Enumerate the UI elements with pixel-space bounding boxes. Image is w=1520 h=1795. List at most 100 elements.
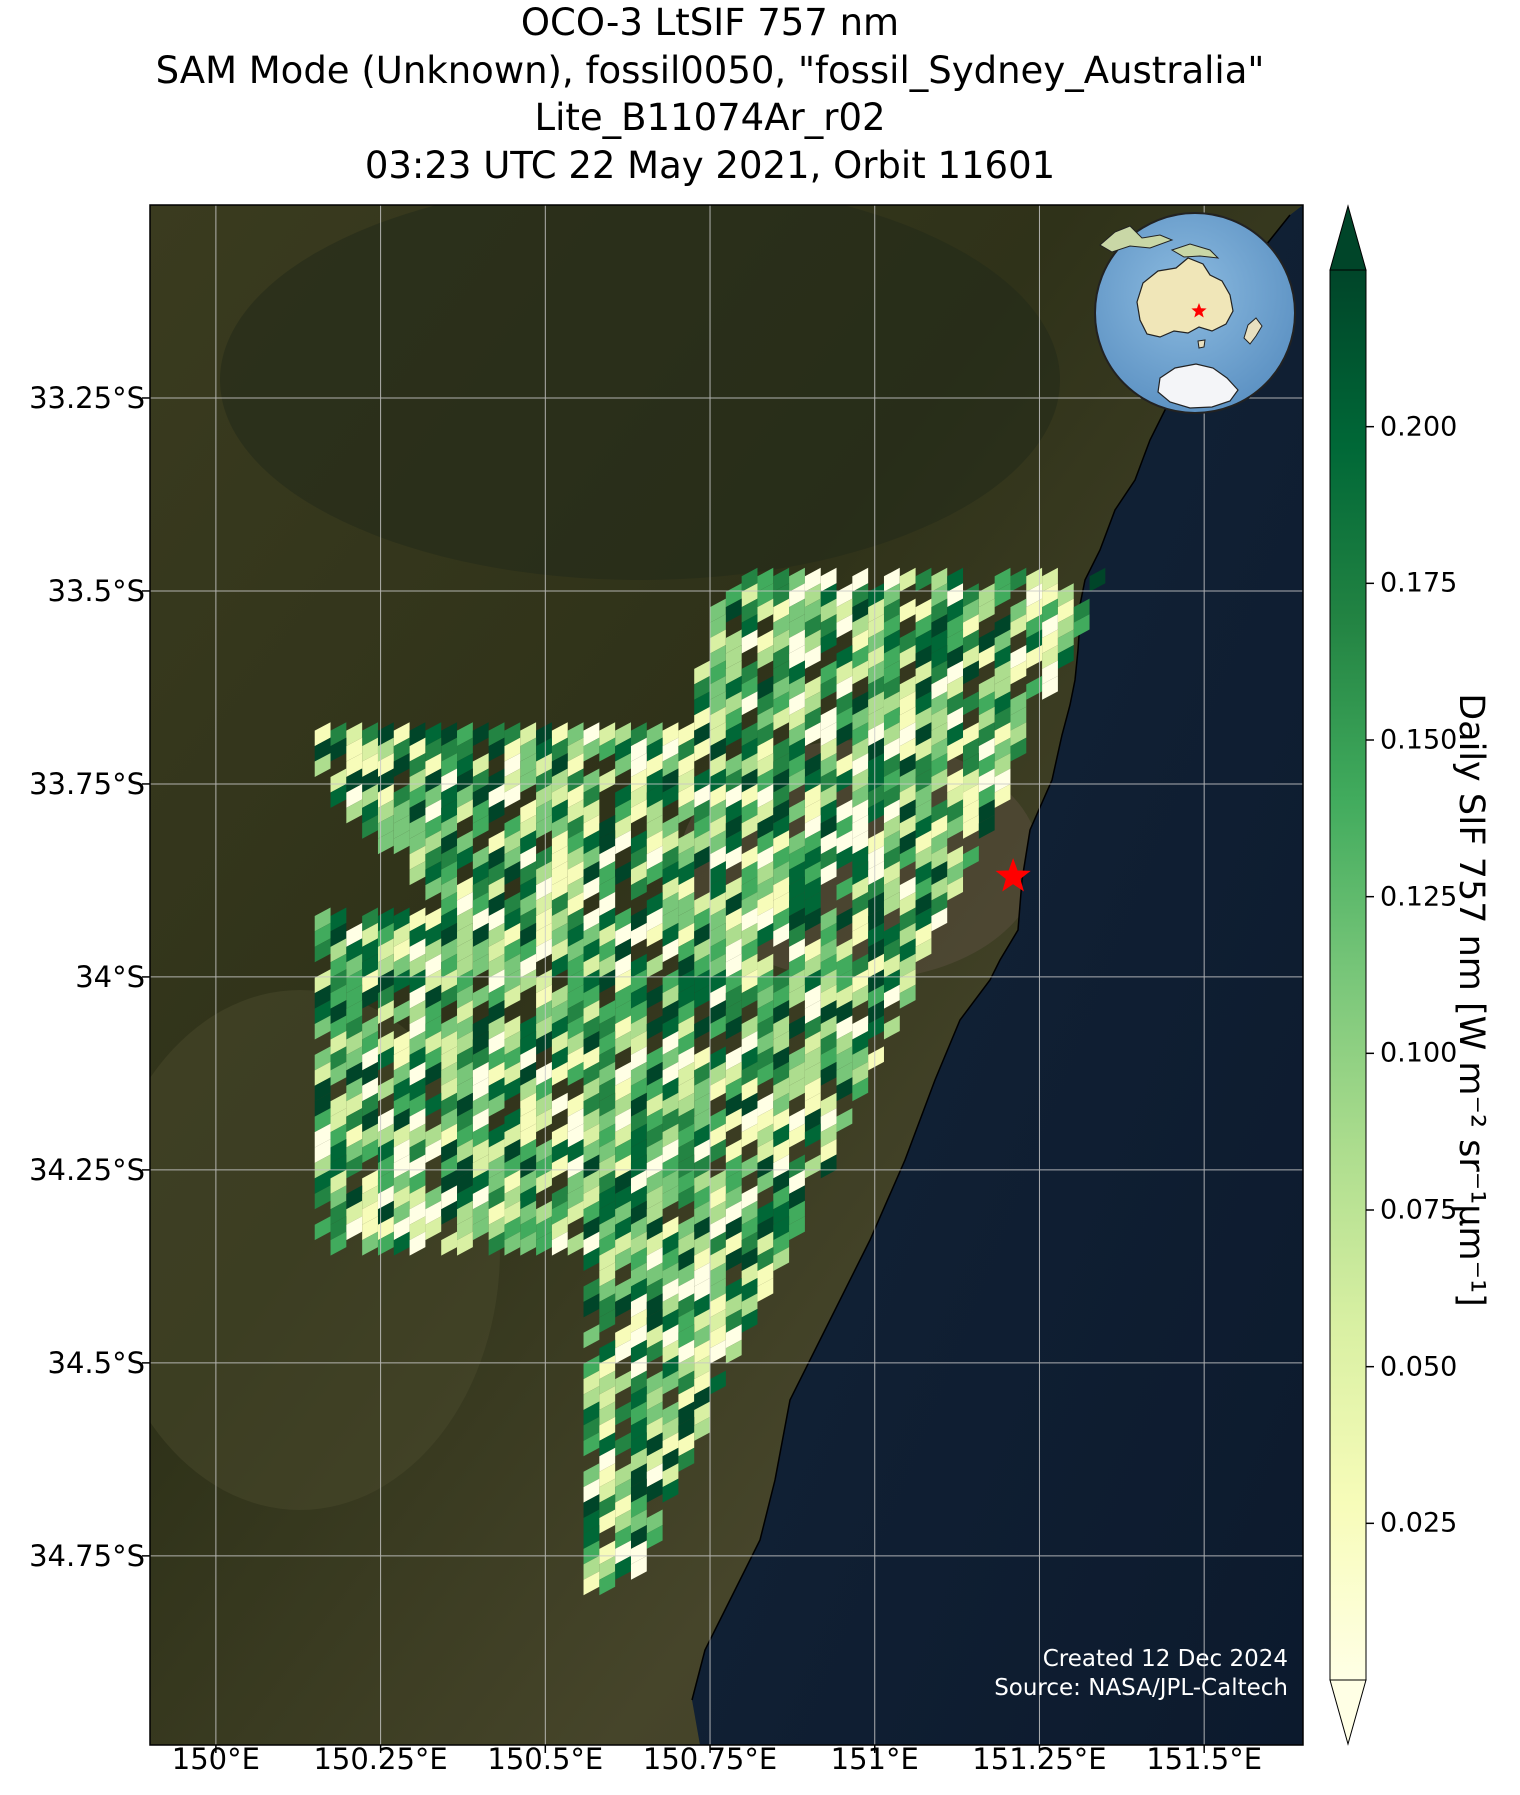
sif-sounding [710,1015,726,1040]
sif-sounding [630,861,647,886]
sif-sounding [504,1061,521,1086]
sif-sounding [947,706,964,731]
globe-new-guinea [1170,243,1220,259]
sif-sounding [852,1015,869,1040]
sif-sounding [615,1092,631,1117]
sif-sounding [362,1030,378,1055]
sif-sounding [504,1108,521,1133]
sif-sounding [425,984,442,1009]
sif-sounding [520,1108,537,1133]
sif-sounding [789,1154,805,1179]
sif-sounding [757,984,774,1009]
sif-sounding [330,953,347,978]
sif-sounding [773,1200,790,1225]
sif-sounding [330,1061,347,1086]
sif-sounding [646,1216,663,1241]
sif-sounding [710,1216,726,1241]
map-gridlines [150,205,1303,1745]
sif-sounding [504,753,521,777]
sif-sounding [1042,629,1058,654]
ocean [692,205,1303,1745]
sif-sounding [646,1092,663,1117]
sif-sounding [678,1262,695,1287]
sif-sounding [615,1339,631,1364]
sif-sounding [915,567,932,592]
sif-sounding [393,1000,410,1025]
sif-sounding [852,1046,869,1071]
sif-sounding [646,907,663,932]
sif-sounding [583,768,600,793]
sif-sounding [583,984,600,1009]
sif-sounding [741,953,758,978]
sif-sounding [931,907,948,932]
sif-sounding [710,1370,726,1395]
lon-tick-label: 150.5°E [487,1742,604,1776]
sif-sounding [520,814,537,839]
sif-sounding [678,1015,695,1040]
sif-sounding [694,1416,711,1441]
sif-sounding [678,1447,695,1472]
sif-sounding [789,768,805,793]
sif-sounding [536,799,552,824]
sif-sounding [441,861,458,886]
sif-sounding [583,1154,600,1179]
sif-sounding [599,1339,616,1364]
sif-sounding [583,1061,600,1086]
sif-sounding [646,1432,663,1457]
sif-sounding [393,737,410,762]
sif-sounding [836,1015,853,1040]
sif-sounding [599,1540,616,1565]
sif-sounding [346,1000,363,1025]
sif-sounding [583,861,600,886]
sif-sounding [488,1154,505,1179]
lat-tick-label: 34.25°S [29,1152,145,1187]
sif-sounding [741,1247,758,1272]
sif-sounding [630,1061,647,1086]
sif-sounding [789,567,805,592]
sif-sounding [662,1000,679,1025]
sif-sounding [883,922,900,947]
sif-sounding [362,799,378,824]
sif-sounding [615,907,631,932]
sif-sounding [757,1123,774,1148]
sif-sounding [314,737,331,762]
sif-sounding [630,1416,647,1441]
sif-sounding [868,799,884,824]
sif-sounding [504,861,521,886]
sif-sounding [662,1169,679,1194]
sif-sounding [789,706,805,731]
sif-sounding [409,1000,426,1025]
sif-sounding [931,645,948,669]
sif-sounding [346,722,363,747]
sif-sounding [583,814,600,839]
sif-sounding [741,691,758,716]
sif-sounding [536,1216,552,1241]
sif-sounding [504,1185,521,1210]
sif-sounding [646,830,663,855]
sif-sounding [330,1000,347,1025]
sif-sounding [362,1077,378,1102]
sif-sounding [615,1370,631,1395]
sif-sounding [741,907,758,932]
sif-sounding [757,1139,774,1163]
sif-sounding [741,660,758,685]
sif-sounding [662,1432,679,1457]
sif-sounding [710,969,726,994]
sif-sounding [836,969,853,994]
sif-sounding [883,814,900,839]
sif-sounding [646,892,663,916]
lon-tick-label: 150.25°E [313,1742,448,1776]
colorbar-tick-label: 0.150 [1380,724,1458,756]
sif-sounding [314,1185,331,1210]
sif-sounding [599,1000,616,1025]
sif-sounding [804,1123,821,1148]
sif-sounding [441,737,458,762]
sif-sounding [804,830,821,855]
sif-sounding [362,814,378,839]
sif-sounding [583,1000,600,1025]
sif-sounding [963,799,979,824]
sif-sounding [852,953,869,978]
sif-sounding [757,969,774,994]
sif-sounding [773,1169,790,1194]
sif-sounding [931,768,948,793]
